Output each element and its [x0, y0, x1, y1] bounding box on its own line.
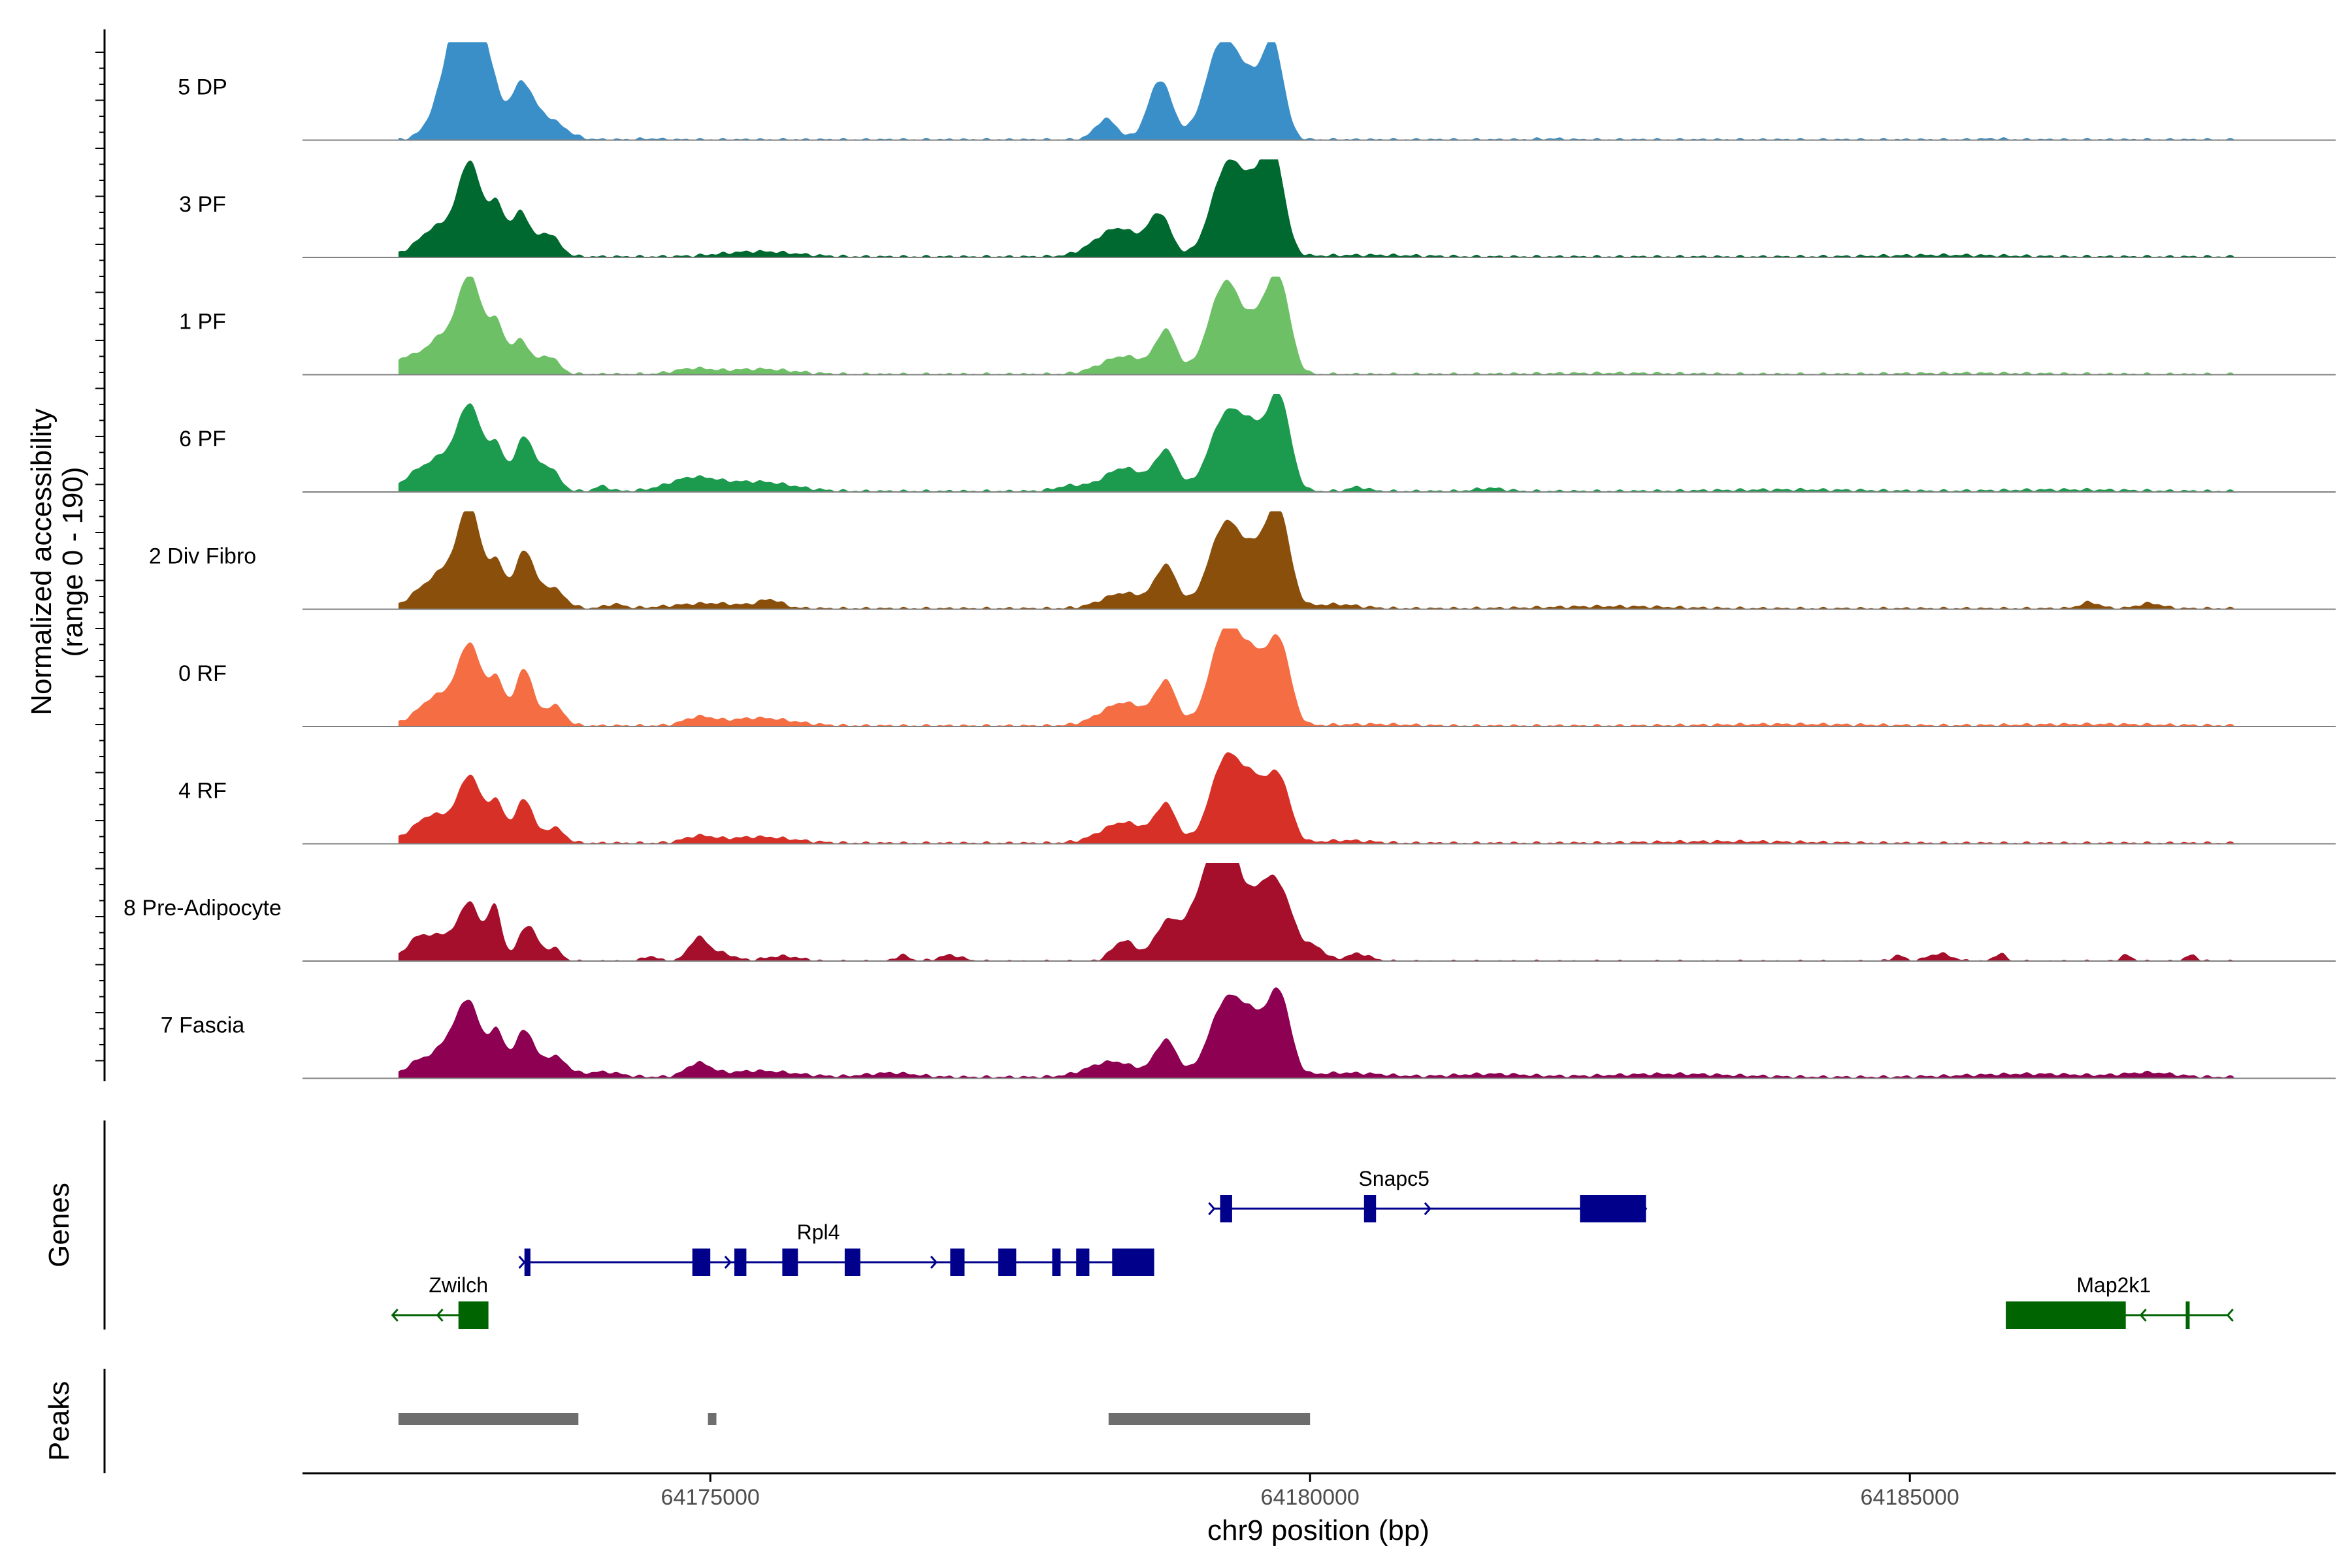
- track-label-8: 8 Pre-Adipocyte: [123, 896, 282, 921]
- coverage-area-8: [398, 863, 2234, 961]
- track-2: 3 PF: [179, 159, 2336, 258]
- y-axis-label-range: (range 0 - 190): [57, 466, 89, 657]
- gene-exon: [524, 1249, 531, 1276]
- gene-exon: [1112, 1249, 1154, 1276]
- genes-track: Zwilch Rpl4 Snapc5 Map2k1: [391, 1167, 2234, 1329]
- gene-label: Map2k1: [2076, 1273, 2151, 1297]
- track-6: 0 RF: [178, 629, 2336, 727]
- coverage-area-5: [398, 511, 2234, 610]
- peaks-track: [398, 1413, 1311, 1425]
- peaks-track-label: Peaks: [43, 1381, 75, 1461]
- track-3: 1 PF: [179, 276, 2336, 376]
- gene-exon: [998, 1249, 1017, 1276]
- gene-exon: [1220, 1195, 1232, 1222]
- gene-exon: [458, 1301, 489, 1329]
- strand-arrow: [2226, 1309, 2234, 1322]
- gene-rpl4: Rpl4: [518, 1220, 1154, 1276]
- track-label-3: 1 PF: [179, 310, 226, 335]
- strand-arrow: [1424, 1202, 1431, 1215]
- coverage-area-1: [398, 42, 2234, 140]
- x-axis-label: chr9 position (bp): [1207, 1514, 1429, 1546]
- gene-exon: [2185, 1301, 2190, 1329]
- gene-label: Zwilch: [429, 1273, 488, 1297]
- strand-arrow: [518, 1256, 526, 1269]
- x-axis: 64175000 64180000 64185000: [302, 1472, 2336, 1510]
- coverage-area-3: [398, 276, 2234, 375]
- coverage-tracks: 5 DP 3 PF 1 PF 6 PF 2 Div Fibro 0 RF 4 RF 8 Pre…: [123, 42, 2336, 1079]
- track-label-4: 6 PF: [179, 427, 226, 451]
- gene-label: Rpl4: [797, 1220, 840, 1244]
- strand-arrow: [2139, 1309, 2147, 1322]
- strand-arrow: [930, 1256, 938, 1269]
- gene-exon: [1580, 1195, 1646, 1222]
- gene-zwilch: Zwilch: [391, 1273, 489, 1329]
- track-label-9: 7 Fascia: [161, 1013, 245, 1038]
- track-label-6: 0 RF: [178, 661, 227, 686]
- gene-exon: [2006, 1301, 2126, 1329]
- track-8: 8 Pre-Adipocyte: [123, 863, 2336, 962]
- x-tick-label: 64175000: [661, 1485, 760, 1510]
- gene-exon: [782, 1249, 798, 1276]
- gene-exon: [1364, 1195, 1377, 1222]
- strand-arrow: [1208, 1202, 1216, 1215]
- gene-map2k1: Map2k1: [2006, 1273, 2234, 1329]
- strand-arrow: [436, 1309, 444, 1322]
- track-9: 7 Fascia: [161, 987, 2336, 1079]
- x-tick-label: 64185000: [1861, 1485, 1959, 1510]
- gene-exon: [1076, 1249, 1090, 1276]
- track-label-2: 3 PF: [179, 192, 226, 217]
- coverage-area-9: [398, 987, 2234, 1079]
- coverage-area-6: [398, 629, 2234, 727]
- track-1: 5 DP: [178, 42, 2336, 141]
- peak-region-2: [708, 1413, 717, 1425]
- gene-exon: [692, 1249, 711, 1276]
- track-label-5: 2 Div Fibro: [149, 544, 256, 569]
- track-4: 6 PF: [179, 394, 2336, 493]
- genes-track-label: Genes: [43, 1183, 75, 1267]
- x-tick-label: 64180000: [1261, 1485, 1360, 1510]
- accessibility-y-axis: [95, 29, 106, 1081]
- peak-region-1: [398, 1413, 579, 1425]
- gene-exon: [950, 1249, 965, 1276]
- peak-region-3: [1108, 1413, 1311, 1425]
- strand-arrow: [391, 1309, 399, 1322]
- coverage-area-2: [398, 159, 2234, 257]
- gene-exon: [734, 1249, 747, 1276]
- track-7: 4 RF: [178, 752, 2336, 845]
- track-label-1: 5 DP: [178, 75, 227, 100]
- gene-exon: [844, 1249, 860, 1276]
- track-5: 2 Div Fibro: [149, 511, 2336, 610]
- coverage-area-7: [398, 752, 2234, 844]
- gene-snapc5: Snapc5: [1208, 1167, 1648, 1222]
- gene-exon: [1052, 1249, 1061, 1276]
- y-axis-label: Normalized accessibility: [25, 408, 57, 715]
- coverage-area-4: [398, 394, 2234, 492]
- gene-label: Snapc5: [1358, 1167, 1429, 1190]
- track-label-7: 4 RF: [178, 779, 227, 804]
- strand-arrow: [724, 1256, 732, 1269]
